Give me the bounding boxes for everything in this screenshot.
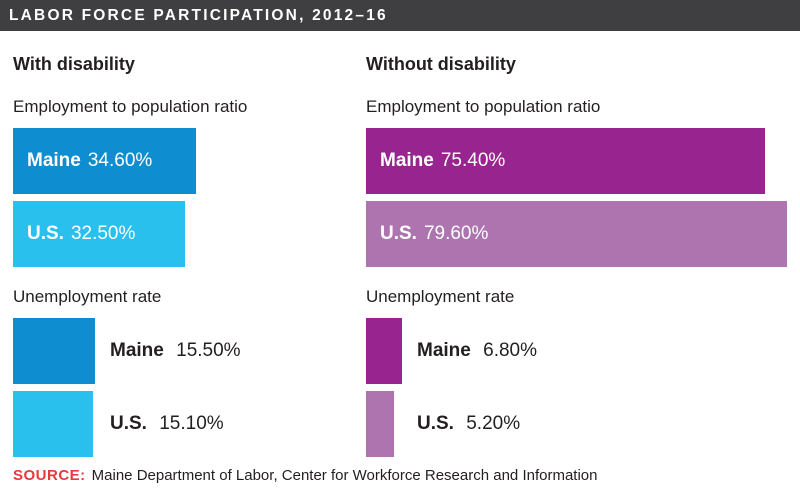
section-heading-without-disability: Without disability	[366, 54, 516, 74]
bar-label: Maine 6.80%	[417, 340, 537, 362]
bar-label: U.S. 5.20%	[417, 413, 520, 435]
metric-label-unemployment-rate: Unemployment rate	[13, 287, 162, 306]
row-us-unemployment-with-disability: U.S. 15.10%	[13, 391, 363, 457]
bar-label-value: 75.40%	[440, 150, 506, 171]
metric-label-unemployment-rate: Unemployment rate	[366, 287, 515, 306]
title-bar: LABOR FORCE PARTICIPATION, 2012–16	[0, 0, 800, 31]
unemployment-bars-with-disability: Maine 15.50% U.S. 15.10%	[13, 318, 363, 457]
source-label: SOURCE:	[13, 467, 86, 484]
row-maine-unemployment-without-disability: Maine 6.80%	[366, 318, 800, 384]
employment-bars-with-disability: Maine 34.60% U.S. 32.50%	[13, 128, 363, 267]
bar-label-name: Maine	[110, 340, 164, 361]
bar-label-value: 79.60%	[423, 223, 489, 244]
bar-label-value: 15.10%	[159, 413, 224, 434]
bar-label-name: U.S.	[380, 223, 417, 244]
bar-label-value: 34.60%	[87, 150, 153, 171]
bar-label: U.S. 15.10%	[110, 413, 224, 435]
bar-us-employment-with-disability: U.S. 32.50%	[13, 201, 185, 267]
metric-label-employment-ratio: Employment to population ratio	[366, 97, 601, 116]
metric-label-employment-ratio: Employment to population ratio	[13, 97, 248, 116]
bar-maine-unemployment-without-disability	[366, 318, 402, 384]
section-heading-with-disability: With disability	[13, 54, 135, 74]
bar-label-value: 6.80%	[483, 340, 538, 361]
bar-label-name: U.S.	[417, 413, 454, 434]
bar-label-name: Maine	[380, 150, 434, 171]
row-maine-unemployment-with-disability: Maine 15.50%	[13, 318, 363, 384]
bar-maine-employment-with-disability: Maine 34.60%	[13, 128, 196, 194]
bar-us-employment-without-disability: U.S. 79.60%	[366, 201, 787, 267]
bar-label-value: 32.50%	[70, 223, 136, 244]
row-us-unemployment-without-disability: U.S. 5.20%	[366, 391, 800, 457]
bar-label-name: U.S.	[110, 413, 147, 434]
bar-label-value: 15.50%	[176, 340, 241, 361]
bar-label-name: U.S.	[27, 223, 64, 244]
source-text: Maine Department of Labor, Center for Wo…	[91, 467, 598, 484]
bar-us-unemployment-with-disability	[13, 391, 93, 457]
bar-label-value: 5.20%	[466, 413, 521, 434]
employment-bars-without-disability: Maine 75.40% U.S. 79.60%	[366, 128, 800, 267]
chart-title: LABOR FORCE PARTICIPATION, 2012–16	[9, 6, 388, 24]
source-line: SOURCE: Maine Department of Labor, Center…	[13, 467, 597, 484]
bar-label-name: Maine	[27, 150, 81, 171]
unemployment-bars-without-disability: Maine 6.80% U.S. 5.20%	[366, 318, 800, 457]
bar-label: Maine 15.50%	[110, 340, 241, 362]
bar-label-name: Maine	[417, 340, 471, 361]
section-with-disability: With disability Employment to population…	[13, 31, 363, 457]
bar-maine-unemployment-with-disability	[13, 318, 95, 384]
section-without-disability: Without disability Employment to populat…	[366, 31, 800, 457]
bar-us-unemployment-without-disability	[366, 391, 394, 457]
bar-maine-employment-without-disability: Maine 75.40%	[366, 128, 765, 194]
